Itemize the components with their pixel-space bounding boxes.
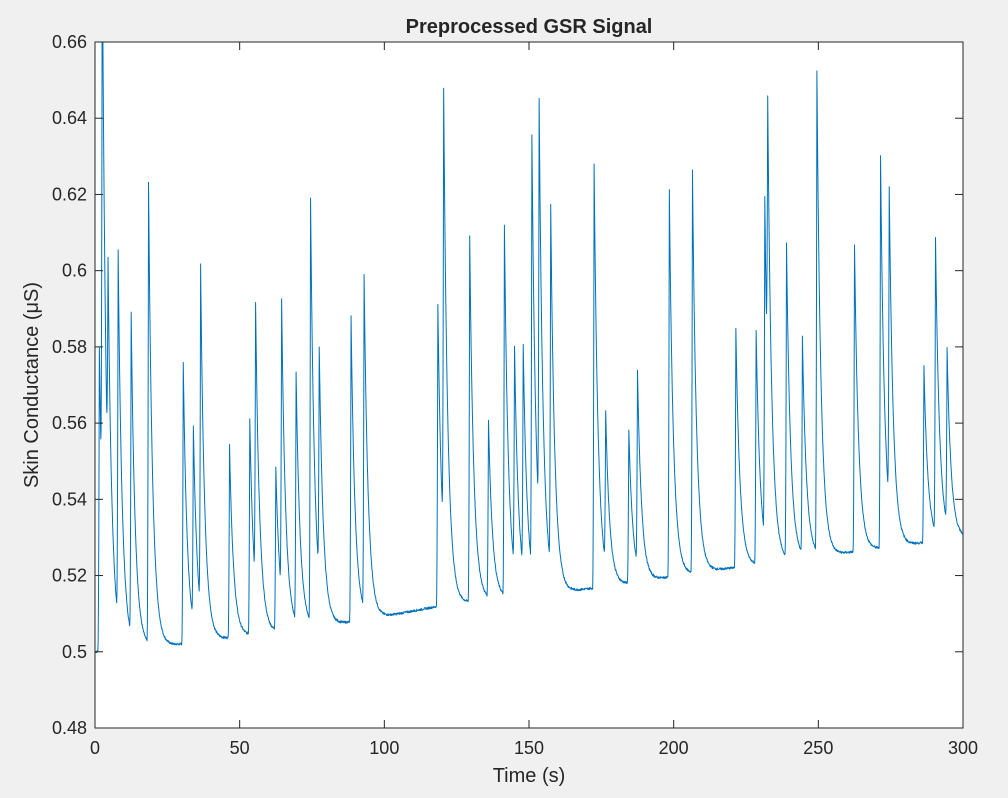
y-tick-label: 0.5 xyxy=(62,642,87,662)
y-axis-ticks: 0.48 0.5 0.52 0.54 0.56 0.58 0.6 0.62 0.64 0.66 xyxy=(52,32,963,738)
x-tick-label: 300 xyxy=(948,738,978,758)
gsr-signal-line xyxy=(95,42,963,654)
x-axis-label: Time (s) xyxy=(493,765,566,787)
x-tick-label: 150 xyxy=(514,738,544,758)
y-tick-label: 0.62 xyxy=(52,184,87,204)
y-tick-label: 0.66 xyxy=(52,32,87,52)
x-tick-label: 250 xyxy=(803,738,833,758)
x-tick-label: 50 xyxy=(230,738,250,758)
chart-title: Preprocessed GSR Signal xyxy=(406,16,653,38)
y-tick-label: 0.58 xyxy=(52,337,87,357)
y-tick-label: 0.64 xyxy=(52,108,87,128)
y-tick-label: 0.6 xyxy=(62,261,87,281)
y-tick-label: 0.52 xyxy=(52,566,87,586)
y-tick-label: 0.54 xyxy=(52,489,87,509)
x-tick-label: 100 xyxy=(369,738,399,758)
x-tick-label: 0 xyxy=(90,738,100,758)
y-axis-label: Skin Conductance (μS) xyxy=(21,282,43,488)
y-tick-label: 0.48 xyxy=(52,718,87,738)
plot-area xyxy=(95,42,963,728)
x-tick-label: 200 xyxy=(659,738,689,758)
x-axis-ticks: 0 50 100 150 200 250 300 xyxy=(90,42,978,758)
y-tick-label: 0.56 xyxy=(52,413,87,433)
